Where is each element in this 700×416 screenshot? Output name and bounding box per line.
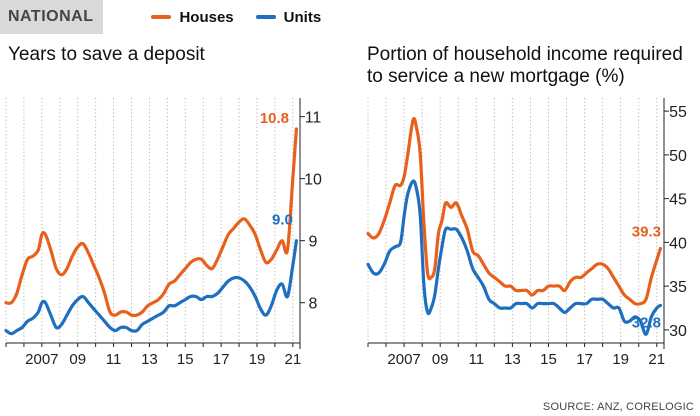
- y-tick-label: 50: [669, 148, 687, 165]
- x-tick-label: 09: [432, 351, 449, 368]
- x-tick-label: 19: [612, 351, 629, 368]
- y-tick-label: 45: [669, 192, 687, 209]
- legend-label-houses: Houses: [179, 8, 234, 26]
- y-tick-label: 35: [669, 279, 687, 296]
- x-tick-label: 11: [106, 351, 122, 368]
- x-tick-label: 09: [69, 351, 86, 368]
- y-tick-label: 40: [669, 235, 687, 252]
- series-line-houses: [366, 116, 662, 306]
- header-bar: NATIONAL Houses Units: [0, 0, 700, 34]
- chart-income-share: 30 35 40 45 50 55 2007 09 11 13 15 17 19 21 39.3 32.8: [366, 98, 687, 368]
- x-tick-label: 15: [177, 351, 194, 368]
- x-tick-label: 17: [576, 351, 593, 368]
- legend-label-units: Units: [283, 8, 322, 26]
- series-units: 9.0: [4, 212, 298, 336]
- series-line-units: [366, 179, 662, 336]
- series-houses: 10.8: [4, 110, 298, 318]
- x-tick-label: 19: [249, 351, 266, 368]
- y-tick-label: 10: [304, 172, 322, 189]
- x-tick-label: 11: [469, 351, 485, 368]
- x-tick-label: 15: [540, 351, 557, 368]
- legend-item-houses: Houses: [151, 8, 234, 26]
- x-tick-label: 21: [284, 351, 301, 368]
- end-value-label-houses: 10.8: [260, 110, 289, 127]
- series-units: 32.8: [366, 179, 662, 336]
- x-tick-label: 21: [648, 351, 665, 368]
- x-tick-label: 2007: [25, 351, 58, 368]
- chart-years-to-save: 8 9 10 11 2007 09 11 13 15 17 19 21 10.8 9.0: [4, 98, 322, 368]
- x-tick-label: 2007: [387, 351, 420, 368]
- x-tick-label: 13: [504, 351, 521, 368]
- end-value-label-houses: 39.3: [632, 224, 661, 241]
- series-line-units: [4, 239, 298, 336]
- source-note: SOURCE: ANZ, CORELOGIC: [542, 401, 694, 413]
- series-houses: 39.3: [366, 116, 662, 306]
- y-tick-label: 30: [669, 323, 687, 340]
- y-tick-label: 8: [309, 296, 318, 313]
- legend-item-units: Units: [255, 8, 322, 26]
- y-tick-label: 9: [309, 234, 318, 251]
- x-tick-label: 17: [213, 351, 230, 368]
- y-tick-label: 11: [305, 110, 322, 127]
- legend-swatch-units: [255, 15, 276, 19]
- legend: Houses Units: [151, 9, 343, 26]
- legend-swatch-houses: [151, 15, 172, 19]
- end-value-label-units: 9.0: [272, 212, 293, 229]
- series-line-houses: [4, 127, 298, 318]
- y-tick-label: 55: [669, 104, 687, 121]
- x-tick-label: 13: [141, 351, 158, 368]
- chart-title-right: Portion of household income required to …: [367, 44, 683, 87]
- region-tag: NATIONAL: [0, 0, 104, 34]
- chart-title-left: Years to save a deposit: [8, 44, 205, 65]
- end-value-label-units: 32.8: [632, 314, 661, 331]
